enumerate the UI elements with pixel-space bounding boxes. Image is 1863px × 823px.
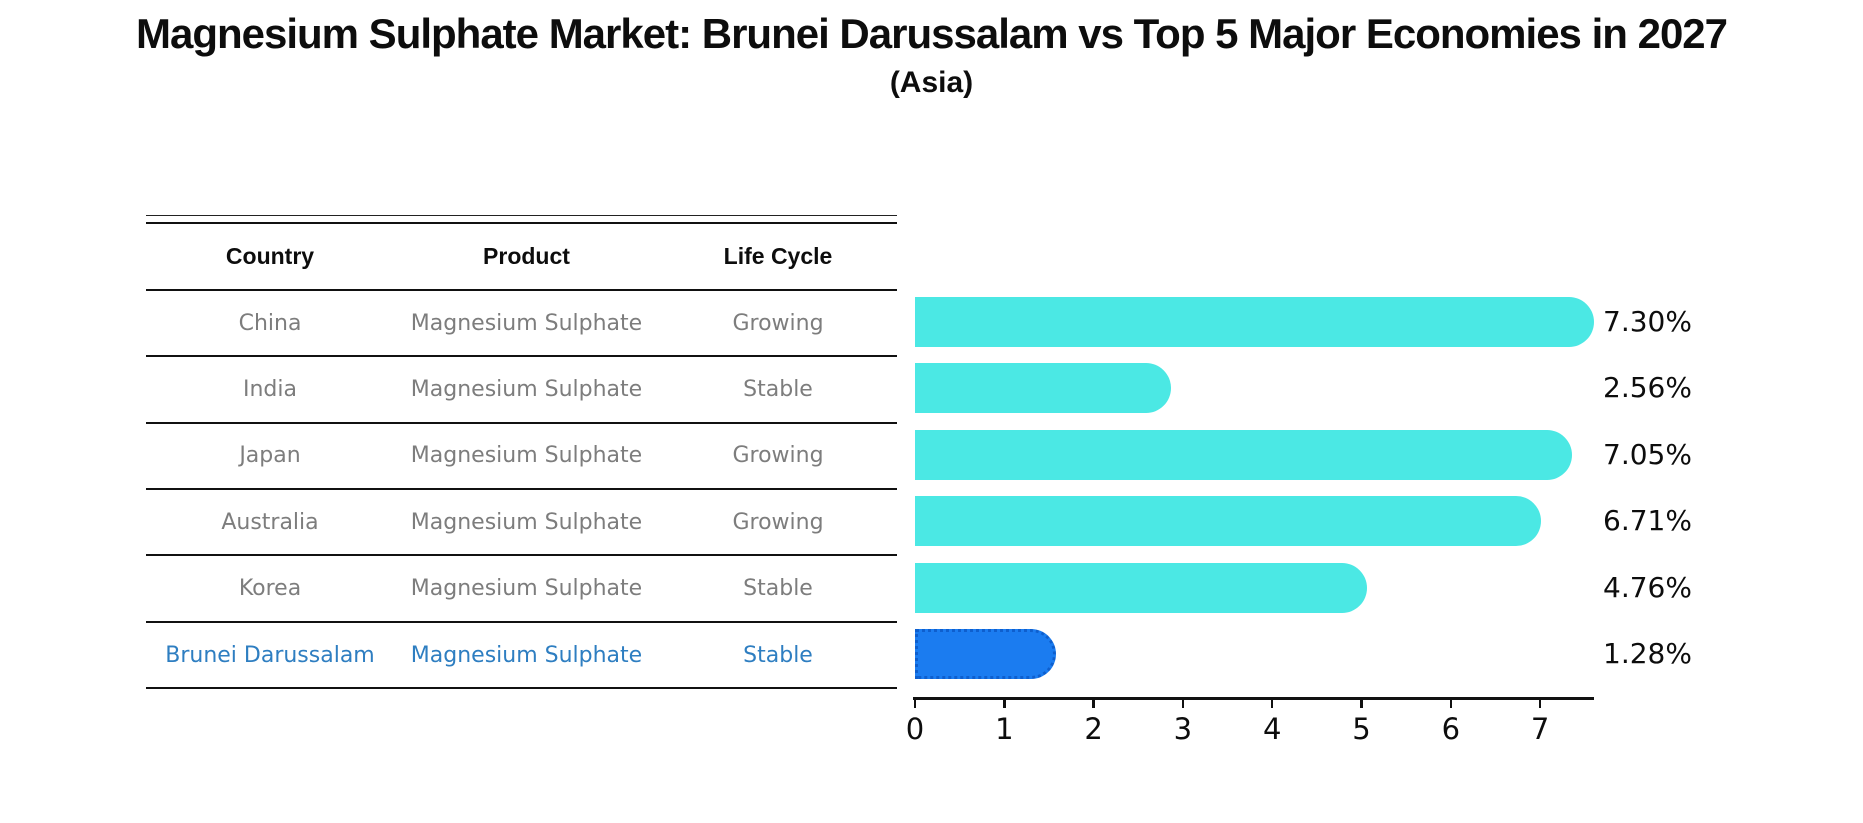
x-tick (1449, 699, 1453, 708)
table-header-row: Country Product Life Cycle (146, 224, 897, 291)
page-title: Magnesium Sulphate Market: Brunei Daruss… (135, 10, 1728, 57)
x-tick (1270, 699, 1274, 708)
x-tick (913, 699, 917, 708)
bar-value-label: 4.76% (1603, 570, 1692, 604)
x-tick (1092, 699, 1095, 708)
x-tick (1538, 699, 1542, 708)
table-row-korea: Korea Magnesium Sulphate Stable (146, 556, 897, 623)
life-cycle-cell: Growing (732, 509, 824, 535)
x-tick-label: 1 (995, 712, 1014, 746)
x-tick (1003, 699, 1006, 708)
country-cell: Japan (239, 443, 301, 469)
life-cycle-cell: Stable (743, 576, 813, 602)
x-tick (1360, 699, 1363, 708)
x-tick-label: 6 (1441, 712, 1461, 746)
product-cell: Magnesium Sulphate (410, 509, 643, 535)
bar-korea (915, 562, 1368, 613)
market-table: Country Product Life Cycle China Magnesi… (146, 222, 897, 690)
product-cell: Magnesium Sulphate (410, 576, 643, 602)
bar-value-label: 7.05% (1603, 437, 1692, 471)
product-cell: Magnesium Sulphate (410, 642, 643, 668)
country-cell: Brunei Darussalam (165, 642, 375, 668)
table-row-brunei-darussalam: Brunei Darussalam Magnesium Sulphate Sta… (146, 623, 897, 690)
table-top-thin-rule (146, 215, 897, 216)
life-cycle-cell: Growing (732, 443, 824, 469)
table-row-india: India Magnesium Sulphate Stable (146, 357, 897, 424)
bar-value-label: 7.30% (1603, 305, 1692, 338)
table-row-australia: Australia Magnesium Sulphate Growing (146, 490, 897, 557)
table-row-japan: Japan Magnesium Sulphate Growing (146, 424, 897, 491)
x-tick-label: 0 (905, 712, 925, 746)
life-cycle-cell: Stable (743, 376, 813, 402)
x-tick-label: 7 (1530, 712, 1550, 746)
country-cell: China (238, 310, 302, 336)
bar-australia (915, 496, 1542, 547)
product-cell: Magnesium Sulphate (410, 376, 643, 402)
bar-value-label: 1.28% (1603, 637, 1692, 670)
country-cell: India (243, 376, 297, 402)
life-cycle-cell: Stable (743, 642, 813, 668)
x-tick-label: 4 (1262, 712, 1282, 746)
table-row-china: China Magnesium Sulphate Growing (146, 291, 897, 358)
x-tick (1181, 699, 1185, 708)
x-tick-label: 2 (1084, 712, 1103, 746)
country-cell: Australia (221, 509, 319, 535)
bar-brunei-darussalam (915, 629, 1057, 679)
x-axis-line (913, 697, 1594, 700)
x-tick-label: 3 (1173, 712, 1193, 746)
country-cell: Korea (238, 576, 302, 602)
page-subtitle: (Asia) (889, 66, 974, 99)
x-tick-label: 5 (1352, 712, 1371, 746)
column-header-product: Product (483, 242, 570, 269)
bar-india (915, 363, 1171, 414)
life-cycle-cell: Growing (732, 310, 824, 336)
bar-value-label: 6.71% (1603, 504, 1692, 538)
column-header-life-cycle: Life Cycle (723, 242, 833, 269)
product-cell: Magnesium Sulphate (410, 443, 643, 469)
bar-japan (915, 429, 1572, 480)
column-header-country: Country (225, 242, 315, 269)
bar-value-label: 2.56% (1603, 371, 1692, 405)
bar-china (915, 297, 1594, 347)
product-cell: Magnesium Sulphate (410, 310, 643, 336)
